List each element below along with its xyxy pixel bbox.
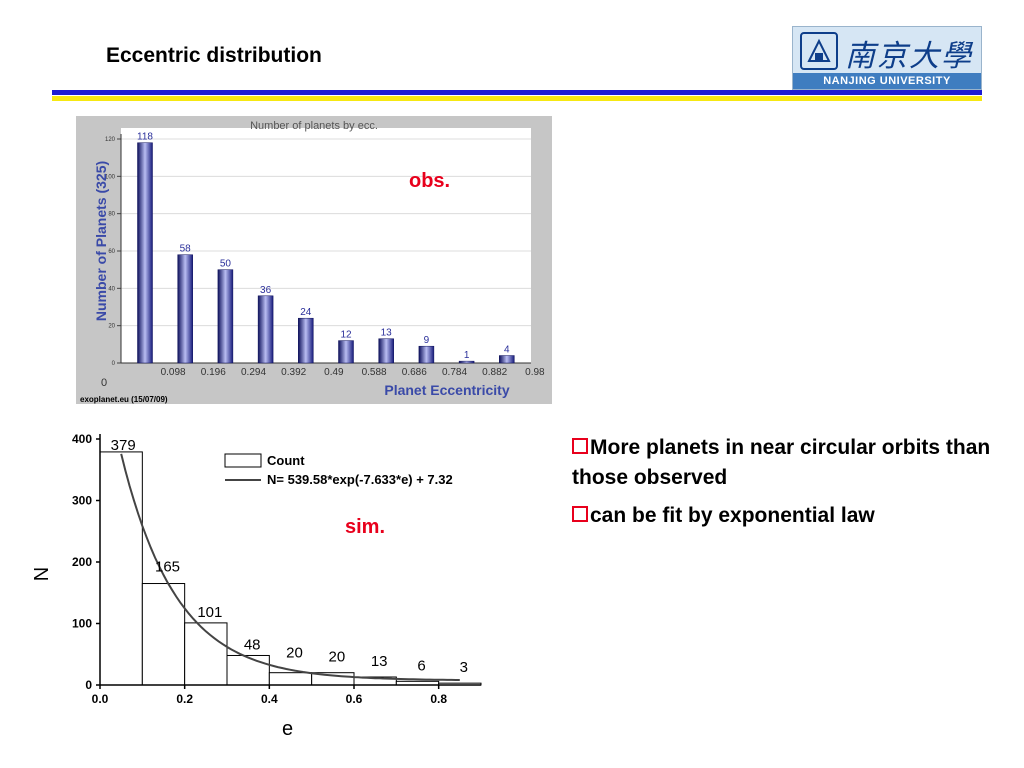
bar — [137, 142, 153, 364]
y-tick-label: 40 — [108, 286, 115, 292]
bar — [177, 254, 193, 364]
x-axis-label: Planet Eccentricity — [384, 382, 509, 398]
sim-label: sim. — [345, 516, 386, 538]
bar-value-label: 101 — [197, 604, 222, 621]
seal-icon — [800, 32, 838, 70]
y-tick-label: 120 — [105, 137, 116, 143]
bar-value-label: 13 — [371, 653, 388, 670]
logo-english-name: NANJING UNIVERSITY — [793, 73, 981, 89]
x-tick-label: 0.98 — [525, 367, 545, 378]
bar-value-label: 165 — [155, 559, 180, 576]
y-axis-label: N — [31, 567, 53, 581]
x-tick-label: 0.2 — [176, 692, 193, 706]
x-tick-label: 0.0 — [92, 692, 109, 706]
bar-value-label: 36 — [260, 285, 272, 296]
bar-value-label: 1 — [464, 350, 470, 361]
slide-title: Eccentric distribution — [106, 44, 322, 67]
x-tick-label: 0.686 — [402, 367, 427, 378]
bar-value-label: 379 — [111, 437, 136, 454]
legend-count-swatch — [224, 453, 262, 468]
bullet-text: More planets in near circular orbits tha… — [572, 436, 991, 489]
bar-value-label: 4 — [504, 345, 510, 356]
x-tick-label: 0.882 — [482, 367, 507, 378]
histogram-bar — [184, 622, 228, 686]
bullet-list: More planets in near circular orbits tha… — [572, 433, 1012, 539]
bar-value-label: 48 — [244, 636, 261, 653]
observed-chart-panel: Number of planets by ecc. 0 20 40 60 80 100 120… — [76, 116, 552, 404]
histogram-bar — [99, 451, 143, 686]
checkbox-bullet-icon — [572, 506, 588, 522]
y-tick-label: 60 — [108, 249, 115, 255]
x-tick-label: 0.49 — [324, 367, 344, 378]
x-tick-label: 0.294 — [241, 367, 266, 378]
y-tick-label: 0 — [85, 678, 92, 692]
x-tick-label: 0.8 — [430, 692, 447, 706]
x-tick-label: 0.196 — [201, 367, 226, 378]
x-tick-label: 0.784 — [442, 367, 467, 378]
bar-value-label: 6 — [417, 657, 425, 674]
y-tick-label: 100 — [72, 617, 92, 631]
y-tick-label: 200 — [72, 555, 92, 569]
y-tick-label: 400 — [72, 432, 92, 446]
bar-value-label: 24 — [300, 307, 312, 318]
bar — [378, 338, 394, 364]
source-label: exoplanet.eu (15/07/09) — [80, 395, 168, 404]
header-rule-blue — [52, 90, 982, 95]
y-tick-label: 300 — [72, 494, 92, 508]
bar-value-label: 50 — [220, 259, 232, 270]
y-tick-label: 100 — [105, 174, 116, 180]
legend-fit-label: N= 539.58*exp(-7.633*e) + 7.32 — [267, 472, 453, 487]
bar-value-label: 20 — [286, 645, 303, 662]
bar — [217, 269, 234, 364]
bar-value-label: 13 — [381, 328, 393, 339]
y-tick-label: 0 — [112, 361, 116, 367]
bullet-text: can be fit by exponential law — [590, 504, 875, 527]
x-axis-label: e — [282, 718, 293, 740]
x-tick-label: 0.098 — [161, 367, 186, 378]
x-tick-label: 0.588 — [362, 367, 387, 378]
obs-label: obs. — [409, 170, 451, 192]
checkbox-bullet-icon — [572, 438, 588, 454]
y-axis-label: Number of Planets (325) — [93, 161, 109, 321]
x-tick-label: 0.392 — [281, 367, 306, 378]
x-tick-label: 0.6 — [346, 692, 363, 706]
bar — [499, 355, 515, 364]
x-tick-label: 0.4 — [261, 692, 278, 706]
y-tick-label: 20 — [108, 324, 115, 330]
bullet-item: More planets in near circular orbits tha… — [572, 433, 1012, 493]
bar-value-label: 118 — [137, 132, 153, 143]
logo-chinese-name: 南京大學 — [845, 39, 973, 74]
bar — [458, 360, 475, 364]
bar — [257, 295, 274, 364]
bar — [338, 340, 354, 364]
university-logo: 南京大學 NANJING UNIVERSITY — [792, 26, 982, 90]
fit-curve — [120, 453, 460, 681]
bar-value-label: 58 — [180, 244, 192, 255]
observed-eccentricity-chart: Number of planets by ecc.020406080100120… — [80, 120, 545, 404]
x-origin-label: 0 — [101, 377, 107, 389]
chart-title: Number of planets by ecc. — [250, 120, 378, 132]
histogram-bar — [268, 672, 313, 686]
header-rule-yellow — [52, 96, 982, 101]
simulated-eccentricity-chart: 379 165 101 48 20 20 13 6 3 0 100 200 300 400 0.0 0.2 0.… — [31, 432, 482, 740]
bar-value-label: 12 — [340, 330, 352, 341]
legend-count-label: Count — [267, 453, 305, 468]
histogram-bar — [226, 654, 270, 686]
bar — [298, 317, 314, 364]
bar-value-label: 3 — [460, 659, 468, 676]
y-tick-label: 80 — [108, 212, 115, 218]
bar-value-label: 20 — [328, 649, 345, 666]
bar-value-label: 9 — [424, 335, 430, 346]
bar — [418, 345, 435, 364]
bullet-item: can be fit by exponential law — [572, 501, 1012, 531]
